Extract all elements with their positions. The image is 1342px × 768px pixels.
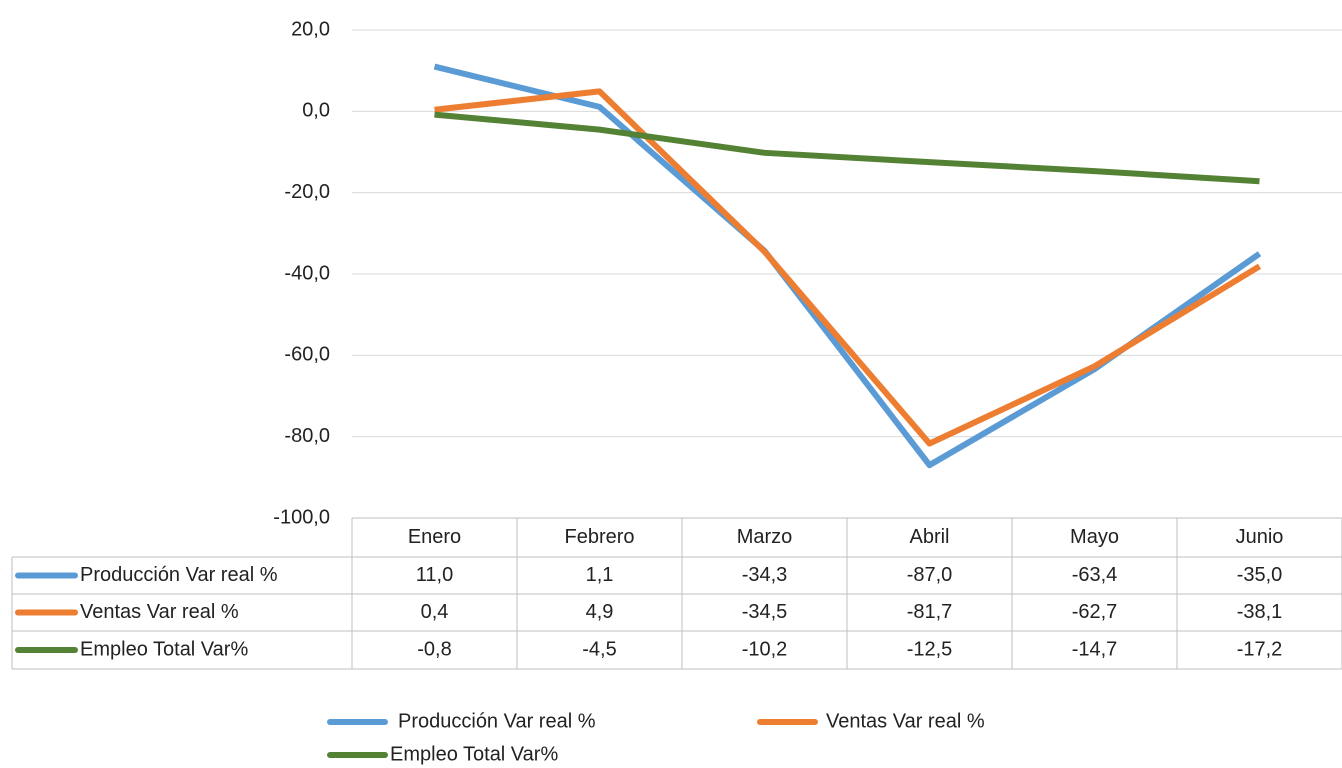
table-cell: -34,5 xyxy=(742,601,788,623)
table-cell: -38,1 xyxy=(1237,601,1283,623)
table-row-label: Empleo Total Var% xyxy=(80,638,248,660)
table-row-label: Producción Var real % xyxy=(80,564,278,586)
table-cell: -35,0 xyxy=(1237,564,1283,586)
y-tick-label: -100,0 xyxy=(273,506,330,528)
table-cell: -12,5 xyxy=(907,638,953,660)
table-cell: -14,7 xyxy=(1072,638,1118,660)
y-tick-label: -60,0 xyxy=(284,344,330,366)
table-cell: 11,0 xyxy=(416,564,453,586)
x-tick-label: Junio xyxy=(1236,526,1284,548)
table-cell: -87,0 xyxy=(907,564,953,586)
table-cell: -81,7 xyxy=(907,601,953,623)
x-tick-label: Enero xyxy=(408,526,461,548)
x-tick-label: Febrero xyxy=(564,526,634,548)
series-line xyxy=(434,111,1260,185)
y-tick-label: 20,0 xyxy=(291,18,330,40)
y-tick-label: -20,0 xyxy=(284,181,330,203)
table-cell: -34,3 xyxy=(742,564,788,586)
table-cell: -4,5 xyxy=(582,638,616,660)
table-cell: 1,1 xyxy=(586,564,614,586)
table-row-label: Ventas Var real % xyxy=(80,601,239,623)
y-tick-label: -40,0 xyxy=(284,262,330,284)
table-cell: -62,7 xyxy=(1072,601,1118,623)
y-tick-label: 0,0 xyxy=(302,100,330,122)
series-line xyxy=(434,88,1262,447)
legend-label: Empleo Total Var% xyxy=(390,743,558,765)
legend-label: Producción Var real % xyxy=(398,710,596,732)
x-tick-label: Mayo xyxy=(1070,526,1119,548)
table-cell: 4,9 xyxy=(586,601,614,623)
y-tick-label: -80,0 xyxy=(284,425,330,447)
table-cell: -10,2 xyxy=(742,638,788,660)
table-cell: 0,4 xyxy=(421,601,449,623)
table-cell: -63,4 xyxy=(1072,564,1118,586)
table-cell: -17,2 xyxy=(1237,638,1283,660)
x-tick-label: Abril xyxy=(909,526,949,548)
legend-label: Ventas Var real % xyxy=(826,710,985,732)
table-cell: -0,8 xyxy=(417,638,451,660)
x-tick-label: Marzo xyxy=(737,526,793,548)
